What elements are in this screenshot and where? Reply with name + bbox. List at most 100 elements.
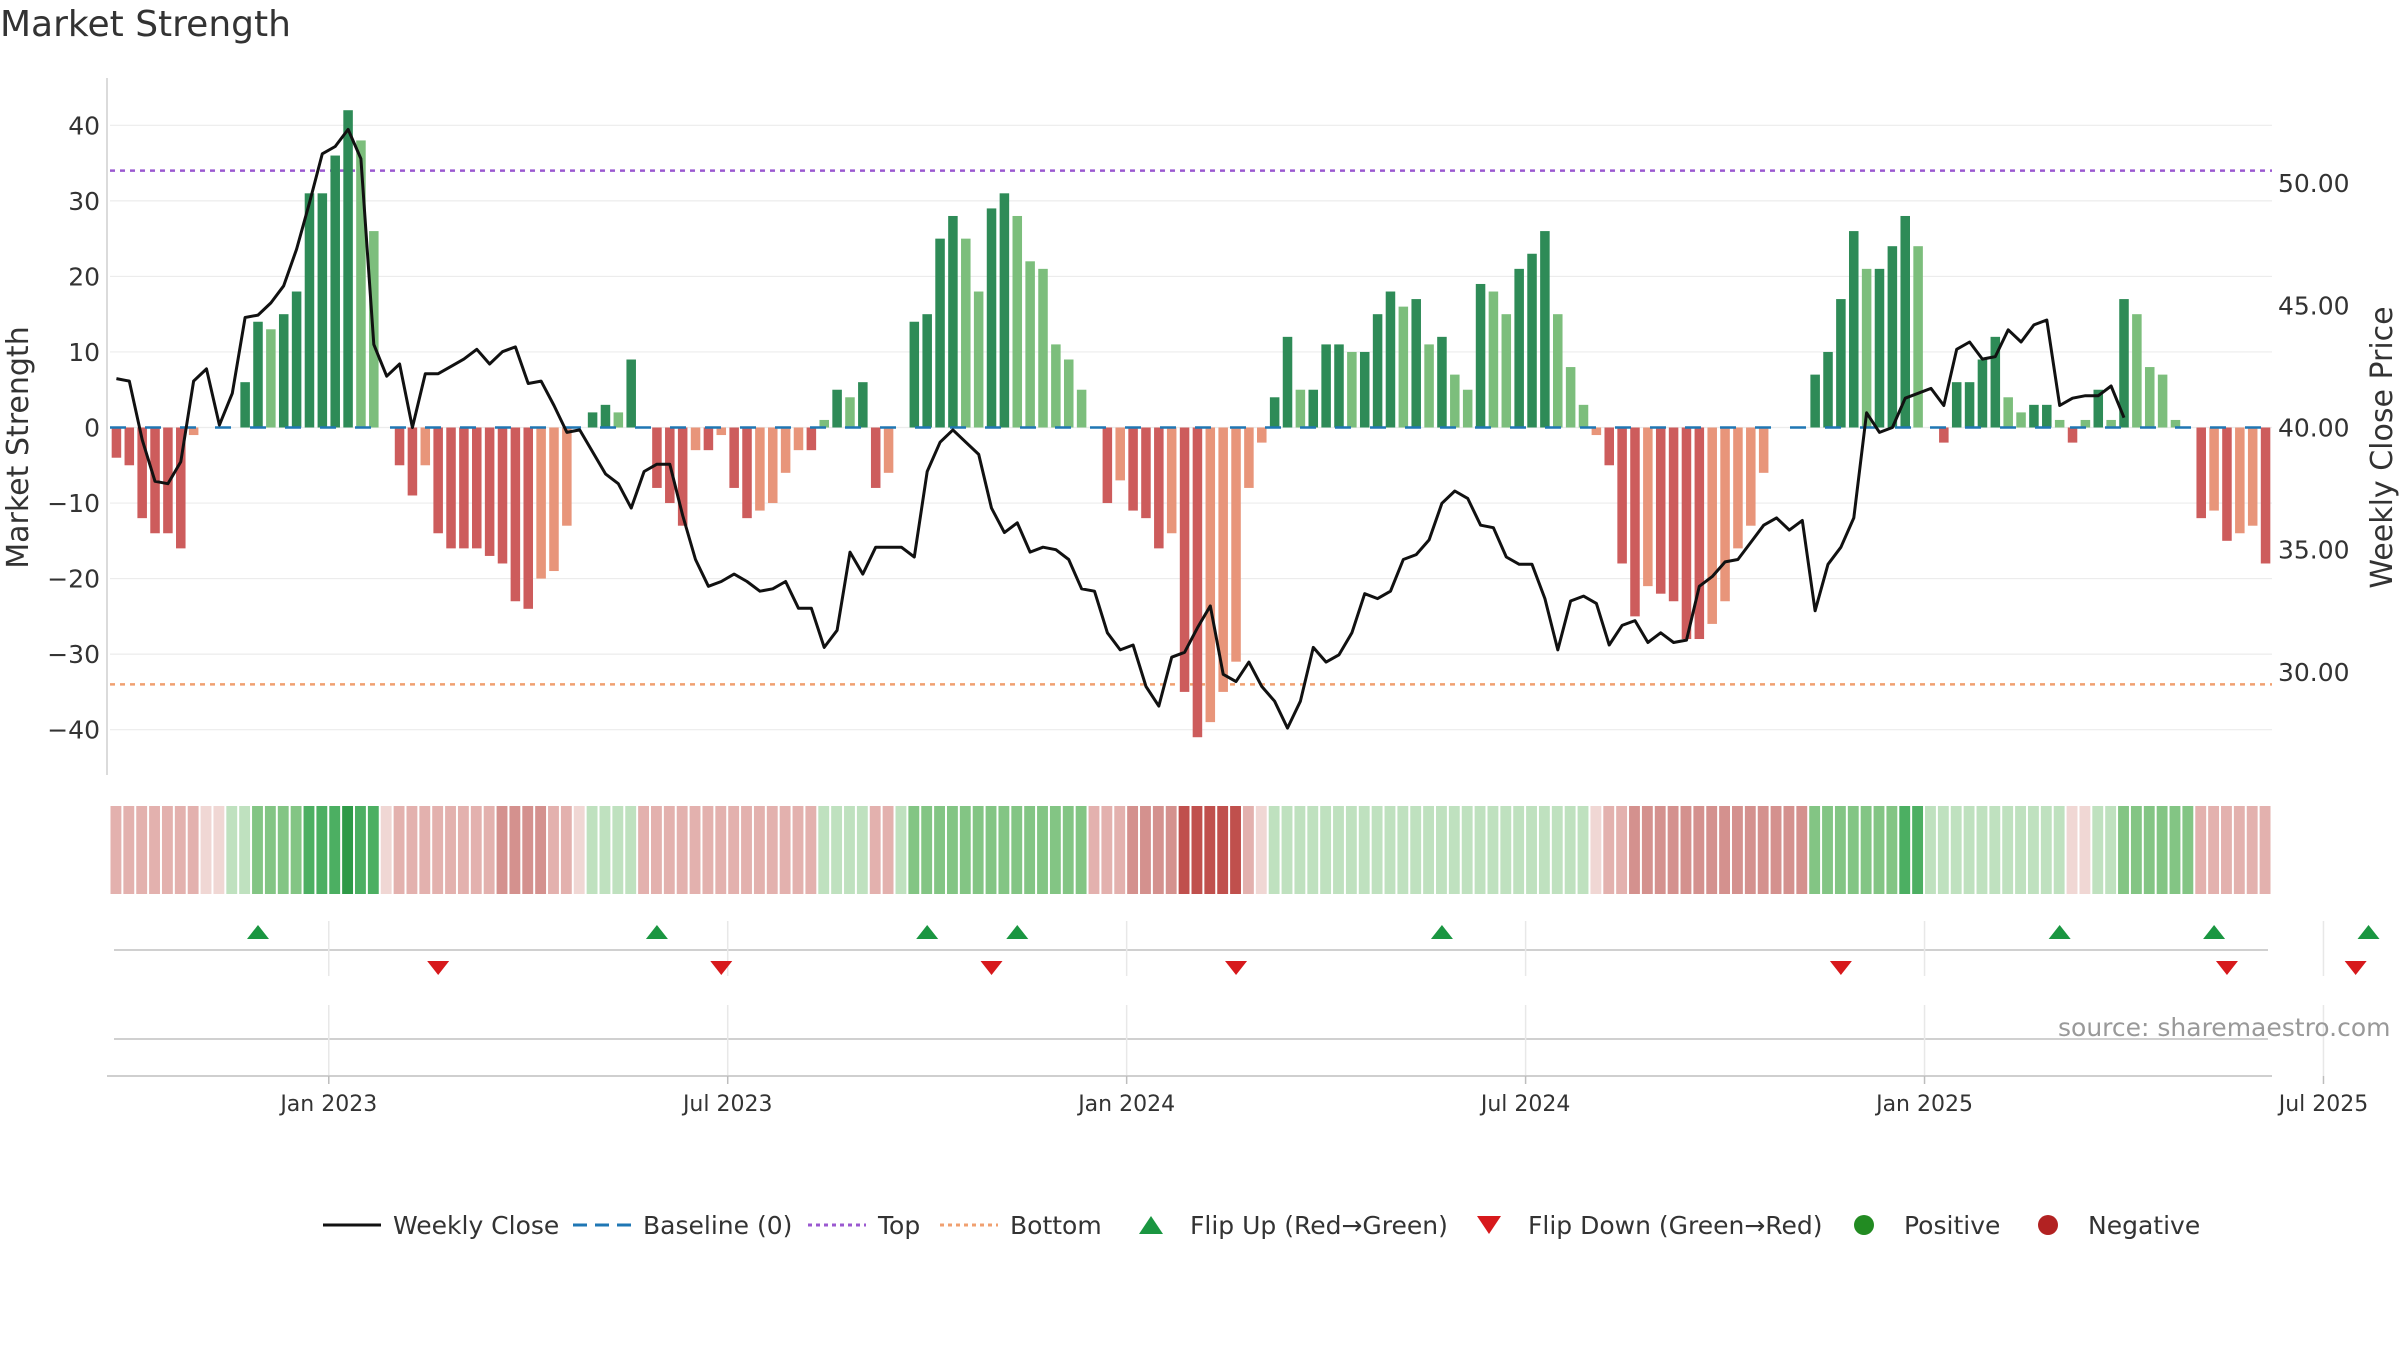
strength-bar-positive	[935, 238, 945, 428]
strength-band-cell	[316, 806, 328, 894]
strength-bar-positive	[1038, 268, 1048, 428]
strength-band-cell	[522, 806, 534, 894]
strength-band-cell	[2066, 806, 2078, 894]
flip-up-marker	[1430, 925, 1453, 939]
strength-band-cell	[1834, 806, 1846, 894]
strength-bar-positive	[1269, 397, 1280, 428]
strength-band-cell	[1474, 806, 1486, 894]
strength-band-cell	[844, 806, 855, 894]
strength-band-cell	[612, 806, 624, 894]
solid-line-icon	[323, 1223, 381, 1227]
strength-bar-positive	[1063, 359, 1074, 428]
legend-item-negative: Negative	[2036, 1205, 2200, 1245]
main-panel: 40 30 20 10 0 −10 −20 −30 −40 50.00 45.00 40.00 35.0…	[1, 78, 2400, 775]
strength-band-cell	[1500, 806, 1512, 894]
strength-bar-positive	[1398, 306, 1409, 428]
strength-bar-positive	[2042, 404, 2052, 428]
strength-band-cell	[856, 806, 868, 894]
flip-up-marker	[2203, 925, 2226, 939]
strength-bar-positive	[626, 359, 636, 428]
strength-band-cell	[689, 806, 701, 894]
strength-bar-positive	[600, 404, 611, 428]
strength-band-cell	[1358, 806, 1370, 894]
strength-band-cell	[985, 806, 997, 894]
strength-bar-positive	[2029, 404, 2039, 428]
strength-bar-positive	[999, 193, 1010, 428]
strength-band-cell	[1989, 806, 2001, 894]
strength-band-cell	[1822, 806, 1833, 894]
strength-band-cell	[831, 806, 843, 894]
dotted-line-icon	[808, 1223, 866, 1227]
strength-bar-positive	[2106, 419, 2116, 428]
strength-band-cell	[1860, 806, 1872, 894]
legend-label: Baseline (0)	[643, 1210, 793, 1240]
strength-band-cell	[1461, 806, 1473, 894]
strength-bar-negative	[2235, 427, 2245, 534]
strength-band-cell	[1140, 806, 1151, 894]
strength-bar-negative	[677, 427, 688, 526]
circle-icon	[2038, 1215, 2058, 1235]
legend-label: Top	[878, 1210, 921, 1240]
strength-band-cell	[483, 806, 495, 894]
strength-band-cell	[1538, 806, 1550, 894]
strength-band-cell	[200, 806, 212, 894]
strength-bar-negative	[523, 427, 534, 609]
strength-band-cell	[921, 806, 933, 894]
strength-band-cell	[329, 806, 341, 894]
strength-bar-negative	[2196, 427, 2206, 519]
strength-band-cell	[161, 806, 173, 894]
flip-up-marker	[645, 925, 668, 939]
strength-bar-positive	[1372, 314, 1383, 428]
strength-bar-positive	[1076, 389, 1087, 428]
strength-bar-positive	[1578, 404, 1589, 428]
strength-bar-negative	[1655, 427, 1666, 594]
strength-bar-negative	[407, 427, 418, 496]
strength-band-cell	[123, 806, 135, 894]
strength-band-cell	[2246, 806, 2258, 894]
strength-bar-positive	[613, 412, 624, 428]
strength-band-cell	[1757, 806, 1769, 894]
strength-bar-negative	[459, 427, 469, 549]
strength-band-cell	[972, 806, 984, 894]
strength-bar-positive	[1385, 291, 1396, 428]
strength-bar-negative	[1604, 427, 1615, 466]
legend-label: Bottom	[1010, 1210, 1102, 1240]
strength-bar-negative	[2260, 427, 2271, 564]
strength-bar-positive	[1051, 344, 1061, 428]
dashed-line-icon	[573, 1223, 631, 1227]
strength-band-cell	[2259, 806, 2271, 894]
strength-band-cell	[1770, 806, 1782, 894]
x-tick-label: Jul 2025	[2277, 1092, 2369, 1117]
strength-bar-negative	[755, 427, 765, 511]
strength-bar-negative	[1694, 427, 1705, 640]
strength-band-cell	[1963, 806, 1975, 894]
strength-band-cell	[174, 806, 186, 894]
strength-bar-negative	[420, 427, 431, 466]
strength-band-cell	[406, 806, 418, 894]
strength-band-cell	[998, 806, 1010, 894]
flip-up-marker	[246, 925, 269, 939]
strength-band-cell	[2015, 806, 2026, 894]
strength-bar-positive	[1295, 389, 1306, 428]
strength-bar-positive	[2119, 299, 2129, 428]
strength-band-cell	[741, 806, 752, 894]
strength-bar-positive	[1437, 336, 1447, 428]
x-tick-label: Jan 2025	[1874, 1092, 1973, 1117]
strength-band-cell	[2156, 806, 2168, 894]
strength-bar-positive	[2093, 389, 2104, 428]
strength-band-cell	[599, 806, 611, 894]
strength-band-cell	[367, 806, 379, 894]
strength-band-cell	[1847, 806, 1859, 894]
strength-band-cell	[702, 806, 714, 894]
strength-bar-negative	[497, 427, 508, 564]
strength-band-cell	[2105, 806, 2117, 894]
strength-band-cell	[1925, 806, 1936, 894]
triangle-down-icon	[1477, 1216, 1501, 1234]
strength-band-cell	[277, 806, 289, 894]
y-tick-label: −20	[47, 565, 100, 594]
y-tick-label: 20	[68, 262, 100, 291]
strength-band-cell	[239, 806, 251, 894]
strength-band-cell	[1436, 806, 1447, 894]
strength-bar-negative	[1141, 427, 1151, 519]
strength-bar-positive	[1462, 389, 1473, 428]
